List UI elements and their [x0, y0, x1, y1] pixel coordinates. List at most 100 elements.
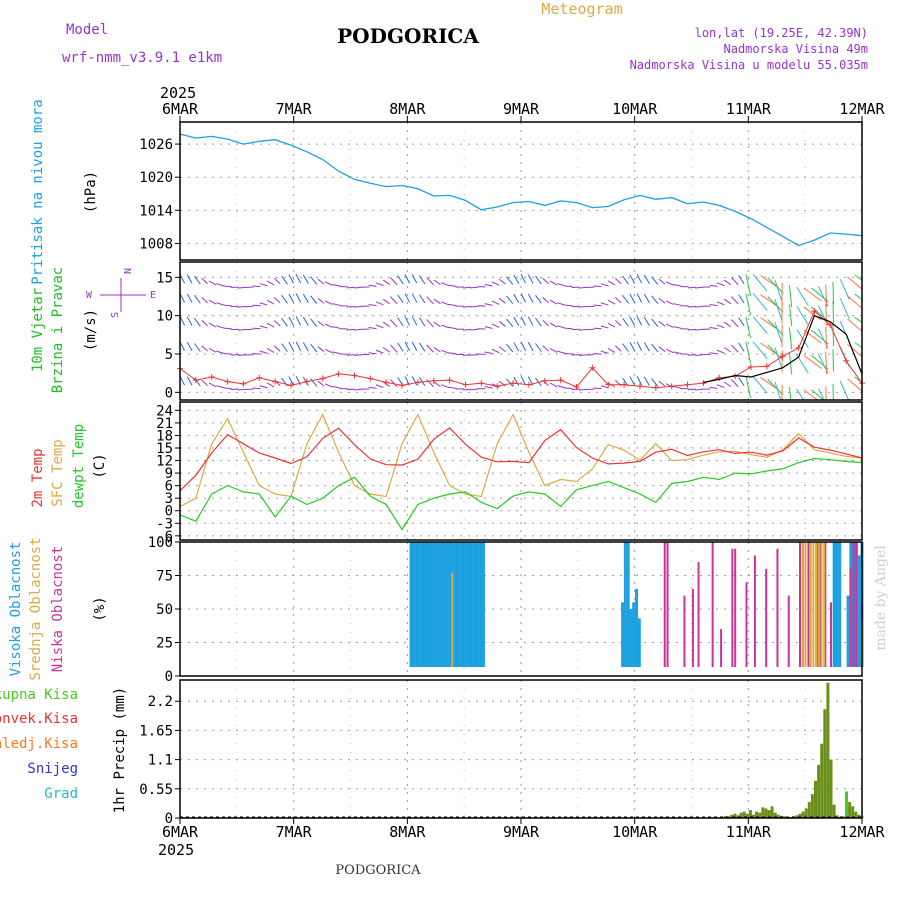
- wind-arrow: [536, 295, 542, 303]
- wind-arrow: [202, 346, 208, 351]
- cloud-bar: [412, 542, 415, 667]
- x-tick-label-top: 6MAR: [162, 100, 199, 118]
- wind-arrow: [826, 304, 827, 326]
- wind-arrow: [688, 329, 696, 330]
- wind-arrow: [376, 385, 383, 388]
- wind-arrow: [768, 379, 784, 395]
- wind-arrow: [398, 275, 403, 283]
- wind-arrow: [579, 306, 587, 307]
- wind-arrow: [224, 305, 232, 306]
- legend-frz-rain: Zaledj.Kisa: [0, 736, 78, 752]
- y-tick-label: 1.1: [148, 753, 173, 769]
- wind-arrow: [354, 306, 362, 307]
- wind-arrow: [412, 274, 417, 283]
- wind-arrow: [492, 324, 499, 327]
- wind-arrow: [615, 278, 621, 283]
- wind-arrow: [470, 306, 478, 307]
- cloud-bar: [847, 596, 850, 667]
- wind-arrow: [434, 280, 441, 285]
- wind-arrow: [289, 294, 294, 303]
- wind-arrow: [383, 280, 390, 285]
- wind-arrow: [731, 297, 738, 304]
- wind-arrow: [485, 386, 493, 388]
- wind-arrow: [514, 317, 519, 326]
- wind-arrow: [608, 348, 615, 352]
- wind-arrow: [565, 388, 573, 389]
- cloud-bar: [426, 542, 429, 667]
- wind-arrow: [543, 278, 549, 283]
- wind-arrow: [485, 352, 493, 354]
- precip-bar: [808, 802, 811, 818]
- wind-arrow: [311, 319, 317, 327]
- wind-arrow: [601, 303, 609, 305]
- wind-arrow: [739, 343, 744, 351]
- wind-arrow: [630, 294, 635, 303]
- cloud-bar: [776, 549, 778, 667]
- cloud-high-title: Visoka Oblacnost: [8, 542, 24, 677]
- y-tick-label: 10: [156, 309, 173, 325]
- cloud-bar: [621, 602, 624, 667]
- wind-arrow: [195, 318, 201, 326]
- wind-gust-marker: [462, 382, 468, 388]
- y-tick-label: 1020: [139, 170, 173, 186]
- wind-arrow: [419, 295, 424, 303]
- wind-gust-marker: [336, 371, 342, 377]
- wind-arrow: [826, 285, 827, 307]
- wind-arrow: [514, 294, 519, 303]
- wind-arrow: [282, 344, 288, 352]
- cloud-bar: [432, 542, 435, 667]
- wind-arrow: [354, 329, 362, 330]
- wind-arrow: [833, 282, 834, 304]
- wind-arrow: [332, 352, 340, 354]
- wind-arrow: [637, 316, 642, 325]
- wind-gust-marker: [542, 378, 548, 384]
- wind-arrow: [528, 294, 533, 303]
- y-tick-label: 1014: [139, 203, 173, 219]
- wind-arrow: [209, 323, 216, 327]
- wind-arrow: [543, 320, 549, 325]
- wind-arrow: [768, 345, 784, 361]
- wind-arrow: [615, 297, 621, 302]
- wind-arrow: [550, 300, 557, 304]
- wind-arrow: [383, 299, 390, 304]
- wind-gust-marker: [764, 363, 770, 369]
- y-tick-label: 2.2: [148, 694, 173, 710]
- wind-arrow: [659, 381, 665, 386]
- wind-arrow: [282, 295, 288, 303]
- wind-gust-marker: [796, 345, 802, 351]
- wind-arrow: [282, 318, 288, 326]
- wind-arrow: [354, 389, 362, 390]
- wind-arrow: [652, 379, 658, 387]
- cloud-bar: [462, 542, 465, 667]
- panel-frame: [180, 680, 862, 818]
- wind-arrow: [826, 327, 827, 349]
- compass-e: E: [150, 290, 156, 301]
- wind-arrow: [209, 281, 216, 285]
- wind-arrow: [528, 317, 533, 326]
- cloud-bar: [799, 542, 801, 667]
- wind-gust-marker: [653, 385, 659, 391]
- wind-arrow: [318, 279, 324, 284]
- wind-arrow: [347, 306, 355, 307]
- cloud-bar: [440, 542, 443, 667]
- wind-arrow: [441, 385, 448, 388]
- cloud-bar: [474, 542, 477, 667]
- x-tick-label-bottom: 10MAR: [612, 823, 658, 841]
- wind-arrow: [354, 287, 362, 288]
- wind-arrow: [506, 296, 512, 304]
- wind-arrow: [695, 287, 703, 288]
- cloud-bar: [712, 542, 714, 667]
- wind-arrow: [731, 277, 738, 284]
- model-elevation-label: Nadmorska Visina u modelu 55.035m: [630, 58, 868, 72]
- cloud-bar: [804, 542, 806, 667]
- wind-arrow: [238, 287, 246, 288]
- x-tick-label-top: 7MAR: [276, 100, 313, 118]
- wind-arrow: [441, 302, 448, 305]
- wind-arrow: [492, 301, 499, 304]
- pressure-axis-unit: (hPa): [83, 171, 99, 213]
- wind-arrow: [260, 386, 268, 388]
- wind-arrow: [594, 388, 602, 389]
- wind-gust-marker: [351, 372, 357, 378]
- wind-arrow: [506, 379, 512, 387]
